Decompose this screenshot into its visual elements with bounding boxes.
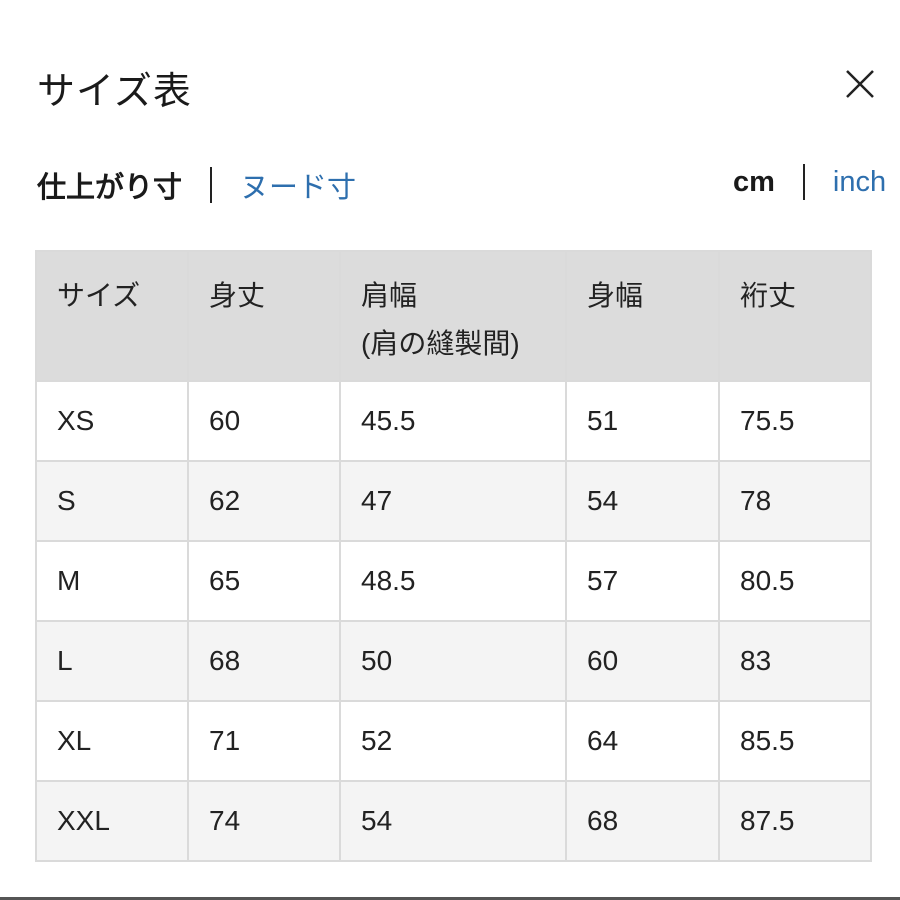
header-length: 身丈 xyxy=(187,250,341,382)
header-width: 身幅 xyxy=(565,250,720,382)
close-button[interactable] xyxy=(838,62,882,106)
table-cell: XS xyxy=(35,380,189,462)
unit-tabs: cm inch xyxy=(733,164,886,200)
table-cell: 65 xyxy=(187,540,341,622)
divider xyxy=(210,167,213,203)
table-cell: 80.5 xyxy=(718,540,872,622)
table-cell: 60 xyxy=(187,380,341,462)
header-size: サイズ xyxy=(35,250,189,382)
header-shoulder-sub: (肩の縫製間) xyxy=(361,328,520,359)
table-row: XS 60 45.5 51 75.5 xyxy=(35,380,872,462)
table-row: S 62 47 54 78 xyxy=(35,460,872,542)
table-row: XXL 74 54 68 87.5 xyxy=(35,780,872,862)
table-cell: XXL xyxy=(35,780,189,862)
table-cell: 54 xyxy=(339,780,567,862)
divider xyxy=(802,164,805,200)
table-cell: 68 xyxy=(187,620,341,702)
table-cell: 85.5 xyxy=(718,700,872,782)
table-cell: 74 xyxy=(187,780,341,862)
table-cell: 48.5 xyxy=(339,540,567,622)
table-cell: 52 xyxy=(339,700,567,782)
table-cell: 68 xyxy=(565,780,720,862)
table-cell: S xyxy=(35,460,189,542)
header-sleeve: 裄丈 xyxy=(718,250,872,382)
table-cell: 60 xyxy=(565,620,720,702)
table-row: M 65 48.5 57 80.5 xyxy=(35,540,872,622)
table-cell: 54 xyxy=(565,460,720,542)
table-cell: 45.5 xyxy=(339,380,567,462)
tab-finished-size[interactable]: 仕上がり寸 xyxy=(37,172,183,204)
table-cell: L xyxy=(35,620,189,702)
table-cell: XL xyxy=(35,700,189,782)
table-row: L 68 50 60 83 xyxy=(35,620,872,702)
size-table: サイズ 身丈 肩幅 (肩の縫製間) 身幅 裄丈 XS 60 45.5 51 75.5 S 62… xyxy=(35,250,872,862)
table-cell: 47 xyxy=(339,460,567,542)
table-cell: 62 xyxy=(187,460,341,542)
table-cell: 78 xyxy=(718,460,872,542)
bottom-bar xyxy=(0,897,900,900)
header-shoulder-label: 肩幅 xyxy=(361,280,418,311)
unit-inch[interactable]: inch xyxy=(832,165,887,198)
table-cell: 64 xyxy=(565,700,720,782)
table-header-row: サイズ 身丈 肩幅 (肩の縫製間) 身幅 裄丈 xyxy=(35,250,872,382)
table-cell: 51 xyxy=(565,380,720,462)
table-cell: M xyxy=(35,540,189,622)
tab-nude-size[interactable]: ヌード寸 xyxy=(240,172,357,204)
dialog-title: サイズ表 xyxy=(37,71,192,113)
table-cell: 50 xyxy=(339,620,567,702)
table-cell: 75.5 xyxy=(718,380,872,462)
measure-tabs: 仕上がり寸 ヌード寸 xyxy=(37,164,356,206)
close-icon xyxy=(846,70,874,98)
header-shoulder: 肩幅 (肩の縫製間) xyxy=(339,250,567,382)
unit-cm[interactable]: cm xyxy=(733,165,775,198)
table-cell: 87.5 xyxy=(718,780,872,862)
table-cell: 83 xyxy=(718,620,872,702)
table-cell: 71 xyxy=(187,700,341,782)
table-cell: 57 xyxy=(565,540,720,622)
table-row: XL 71 52 64 85.5 xyxy=(35,700,872,782)
